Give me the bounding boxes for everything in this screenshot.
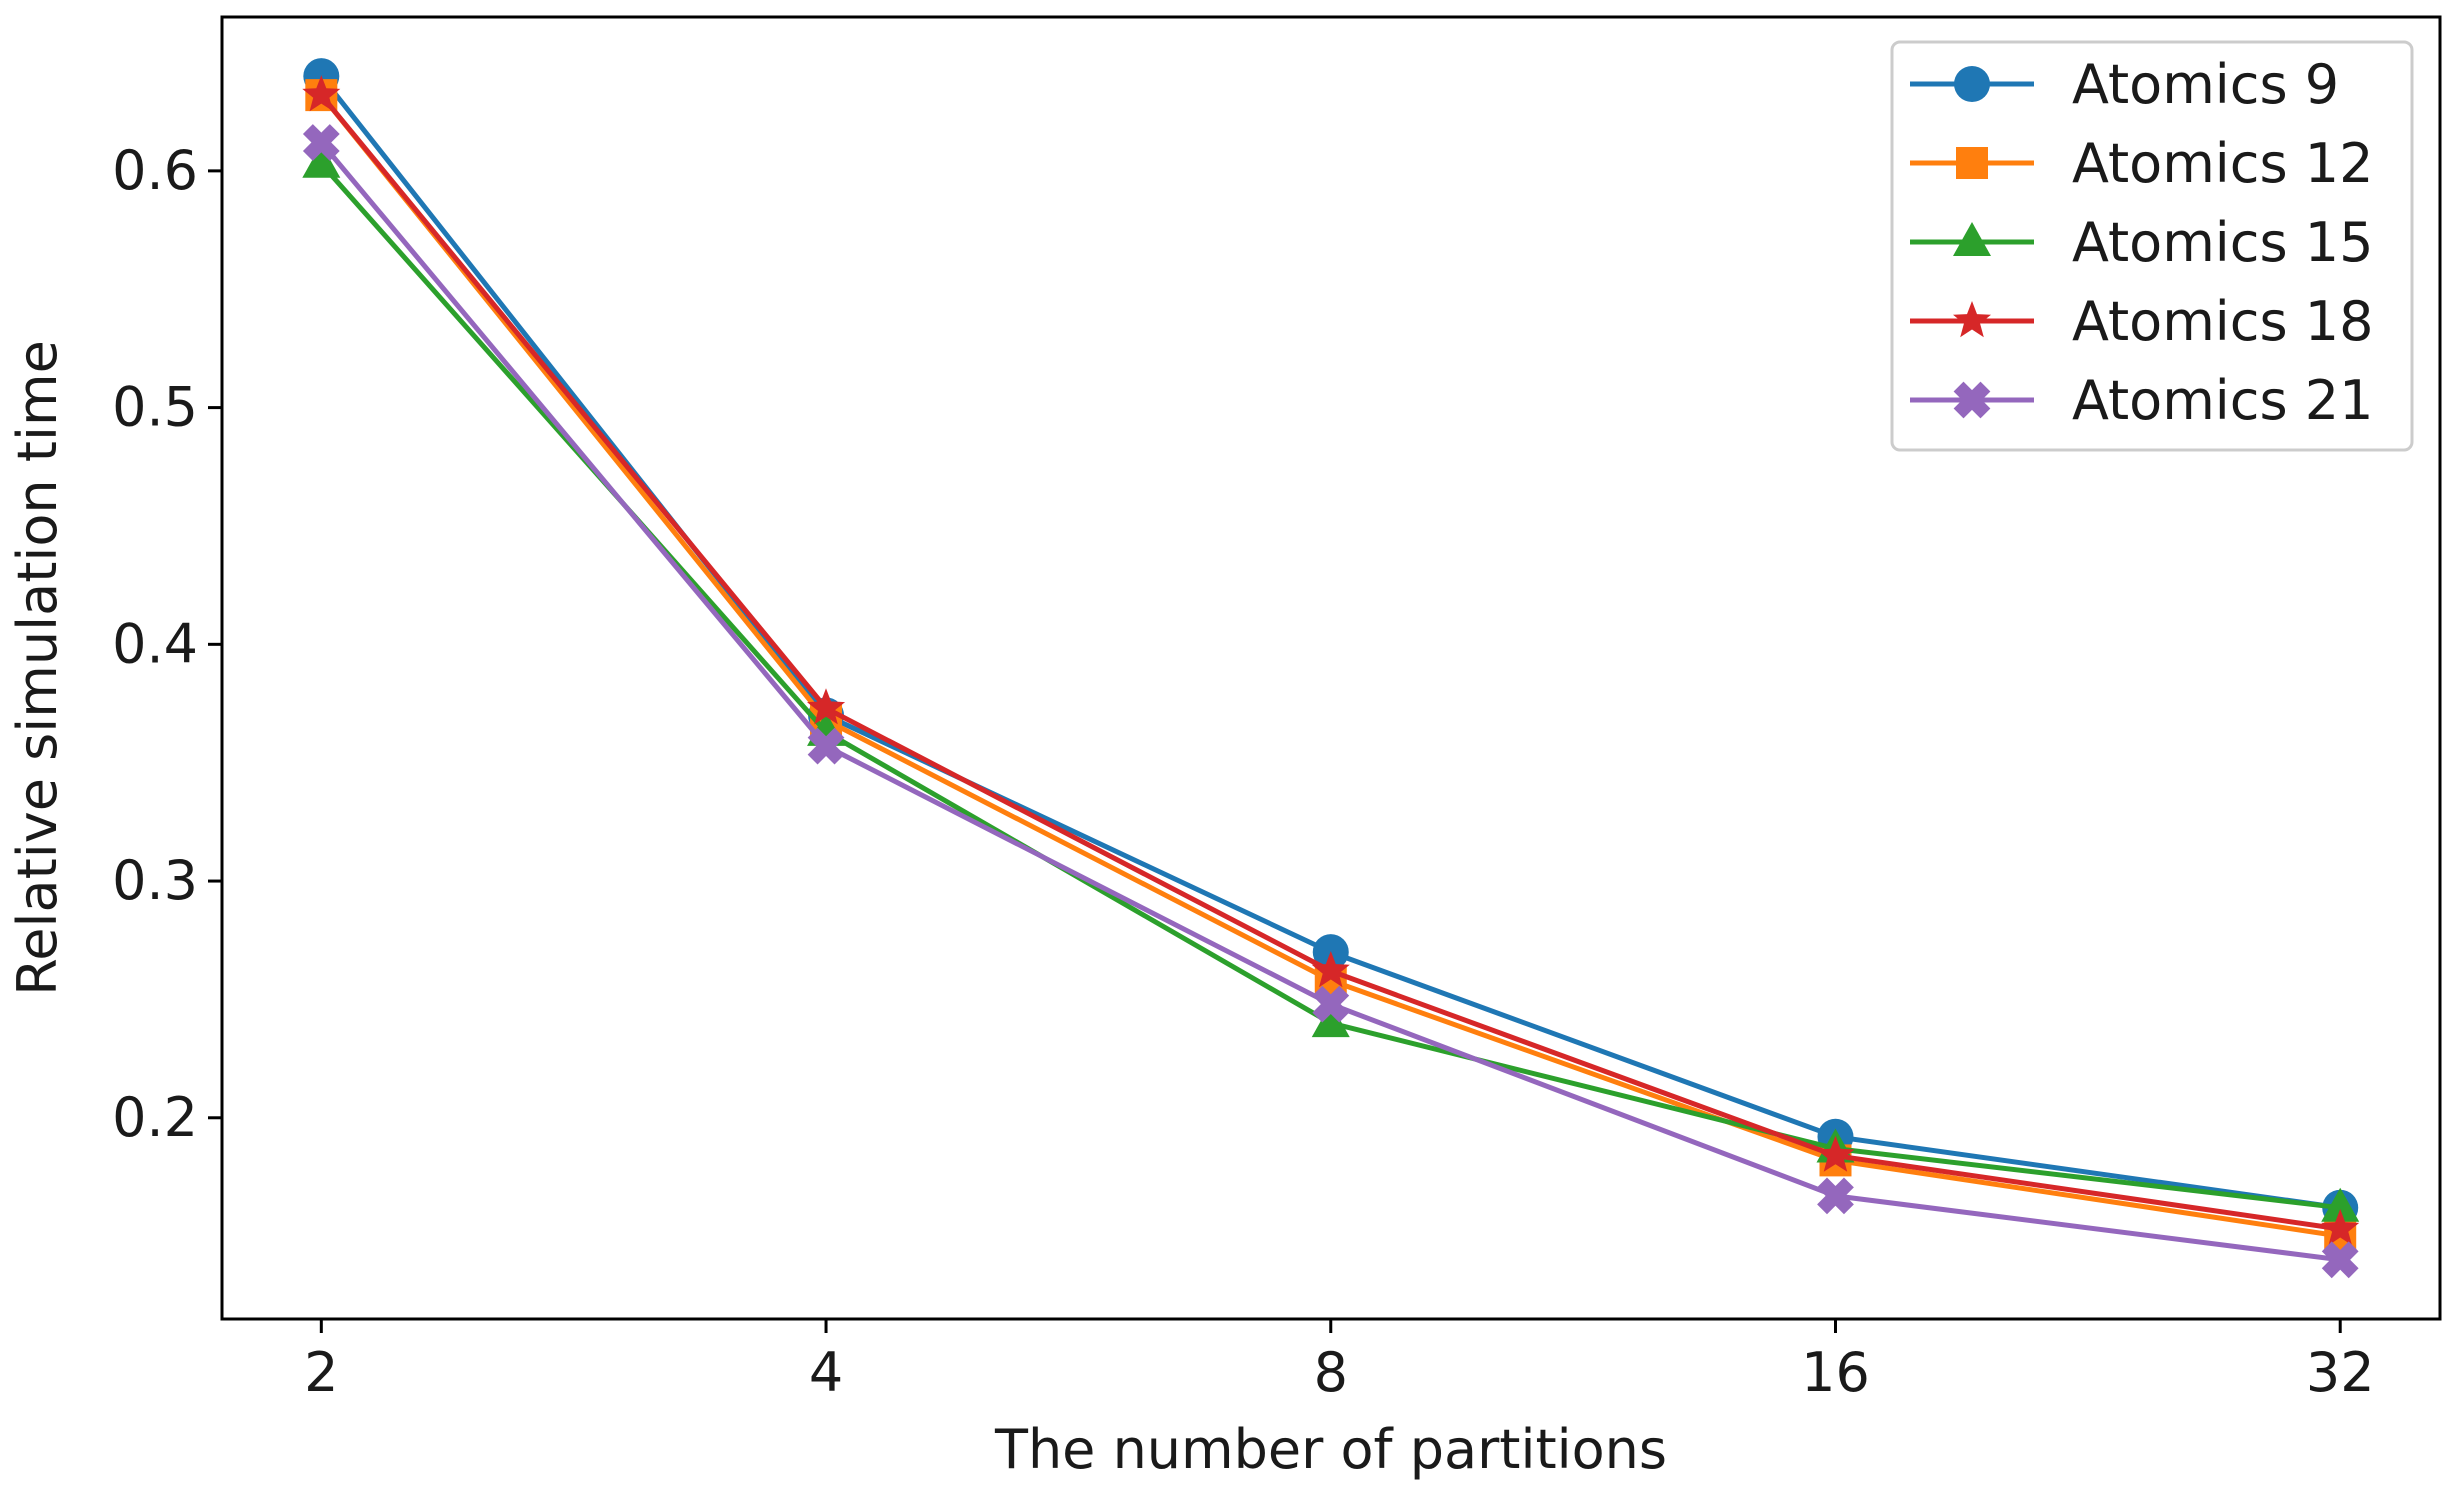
legend-marker [1954, 66, 1990, 102]
legend-label: Atomics 12 [2072, 132, 2374, 195]
legend-label: Atomics 15 [2072, 211, 2374, 274]
legend-label: Atomics 9 [2072, 53, 2339, 116]
y-tick-label: 0.4 [112, 612, 198, 675]
y-tick-label: 0.6 [112, 139, 198, 202]
data-point [2321, 1187, 2360, 1222]
data-point [302, 75, 341, 112]
data-point [1312, 985, 1350, 1023]
data-point [1816, 1135, 1855, 1172]
legend-box [1890, 40, 2414, 452]
legend-marker [1956, 147, 1988, 179]
y-tick-label: 0.3 [112, 849, 198, 912]
data-point [302, 143, 341, 178]
x-tick-label: 4 [809, 1341, 843, 1404]
data-point [807, 688, 846, 725]
x-axis-label: The number of partitions [994, 1418, 1667, 1481]
legend-label: Atomics 21 [2072, 369, 2374, 432]
y-axis: 0.2 0.3 0.4 0.5 0.6 [112, 139, 222, 1149]
data-point [2321, 1209, 2360, 1246]
data-point [1817, 1177, 1854, 1215]
legend-item: Atomics 18 [1910, 290, 2374, 353]
y-axis-label: Relative simulation time [6, 340, 69, 996]
data-point [302, 124, 340, 161]
data-point [1311, 1003, 1350, 1038]
y-tick-label: 0.5 [112, 376, 198, 439]
data-point [807, 727, 845, 765]
data-point [1311, 951, 1350, 988]
legend-label: Atomics 18 [2072, 290, 2374, 353]
series-layer [302, 58, 2360, 1279]
legend-marker [1953, 301, 1991, 338]
x-tick-label: 8 [1314, 1341, 1348, 1404]
data-point [2321, 1241, 2359, 1279]
x-tick-label: 16 [1801, 1341, 1870, 1404]
legend-marker [1953, 381, 1991, 419]
y-tick-label: 0.2 [112, 1086, 198, 1149]
legend-item: Atomics 9 [1910, 53, 2339, 116]
legend-item: Atomics 21 [1910, 369, 2374, 432]
legend: Atomics 9 Atomics 12 Atomics 15 Atomics 18 A… [1890, 40, 2414, 452]
series-atomics-18 [302, 75, 2360, 1246]
legend-item: Atomics 12 [1910, 132, 2374, 195]
legend-marker [1953, 222, 1991, 256]
legend-item: Atomics 15 [1910, 211, 2374, 274]
x-tick-label: 32 [2306, 1341, 2375, 1404]
legend-items: Atomics 9 Atomics 12 Atomics 15 Atomics 18 A… [1910, 53, 2374, 432]
series-atomics-21 [302, 124, 2359, 1279]
x-axis: 2 4 8 16 32 [304, 1319, 2375, 1404]
x-tick-label: 2 [304, 1341, 338, 1404]
